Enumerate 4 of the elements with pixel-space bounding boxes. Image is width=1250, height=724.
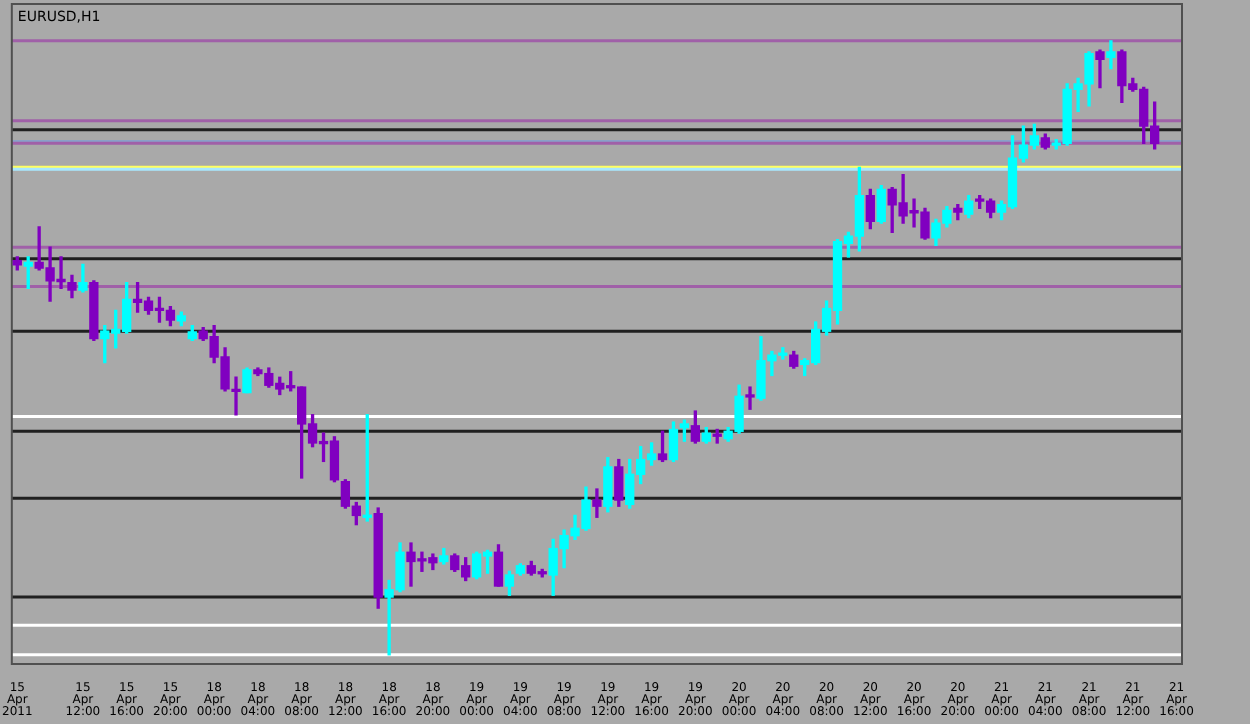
candlestick	[592, 488, 602, 518]
candlestick	[1095, 49, 1105, 89]
candlestick	[1106, 40, 1116, 70]
candlestick	[745, 386, 755, 410]
